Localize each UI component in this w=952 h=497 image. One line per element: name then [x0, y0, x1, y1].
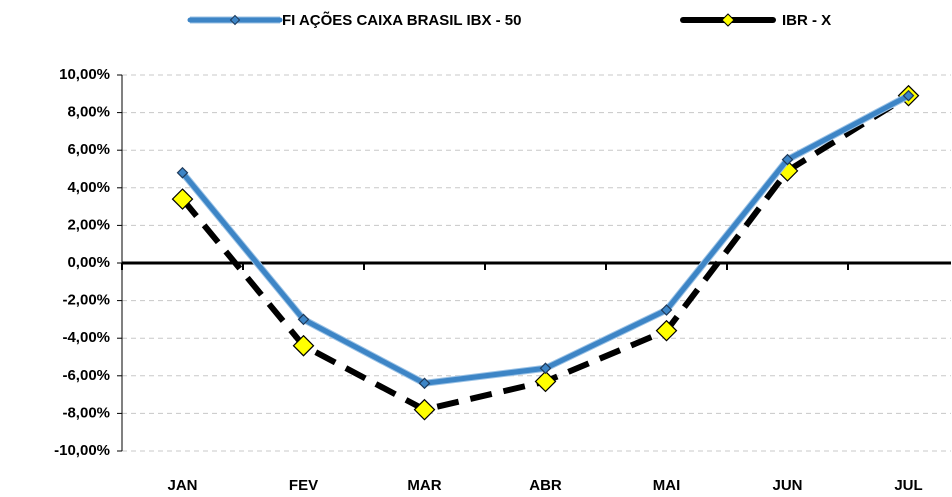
series-line-halo: [179, 92, 911, 387]
y-tick-label: -2,00%: [62, 292, 110, 309]
y-tick-label: -6,00%: [62, 367, 110, 384]
x-tick-label: JUN: [772, 477, 802, 494]
x-tick-label: MAR: [407, 477, 441, 494]
x-tick-label: JAN: [167, 477, 197, 494]
y-tick-label: 6,00%: [67, 141, 110, 158]
x-tick-label: MAI: [653, 477, 681, 494]
marker: [176, 166, 189, 179]
marker: [902, 89, 915, 102]
marker: [655, 319, 678, 342]
y-tick-label: -8,00%: [62, 404, 110, 421]
legend-label: IBR - X: [782, 12, 831, 29]
x-tick-label: FEV: [289, 477, 318, 494]
y-tick-label: 4,00%: [67, 179, 110, 196]
legend-marker: [721, 13, 735, 27]
y-tick-label: 10,00%: [59, 66, 110, 83]
y-tick-label: -10,00%: [54, 442, 110, 459]
y-tick-label: 0,00%: [67, 254, 110, 271]
marker: [171, 188, 194, 210]
series-line: [180, 93, 910, 386]
marker: [534, 370, 557, 393]
x-tick-label: JUL: [894, 477, 922, 494]
marker: [418, 377, 431, 390]
legend-label: FI AÇÕES CAIXA BRASIL IBX - 50: [282, 11, 521, 29]
marker: [292, 334, 315, 357]
marker: [297, 313, 310, 326]
marker: [539, 362, 552, 375]
y-tick-label: -4,00%: [62, 329, 110, 346]
y-tick-label: 2,00%: [67, 216, 110, 233]
x-tick-label: ABR: [529, 477, 562, 494]
marker: [660, 304, 673, 316]
legend-marker: [229, 14, 241, 26]
y-tick-label: 8,00%: [67, 104, 110, 121]
marker: [413, 398, 436, 421]
marker: [781, 153, 794, 166]
